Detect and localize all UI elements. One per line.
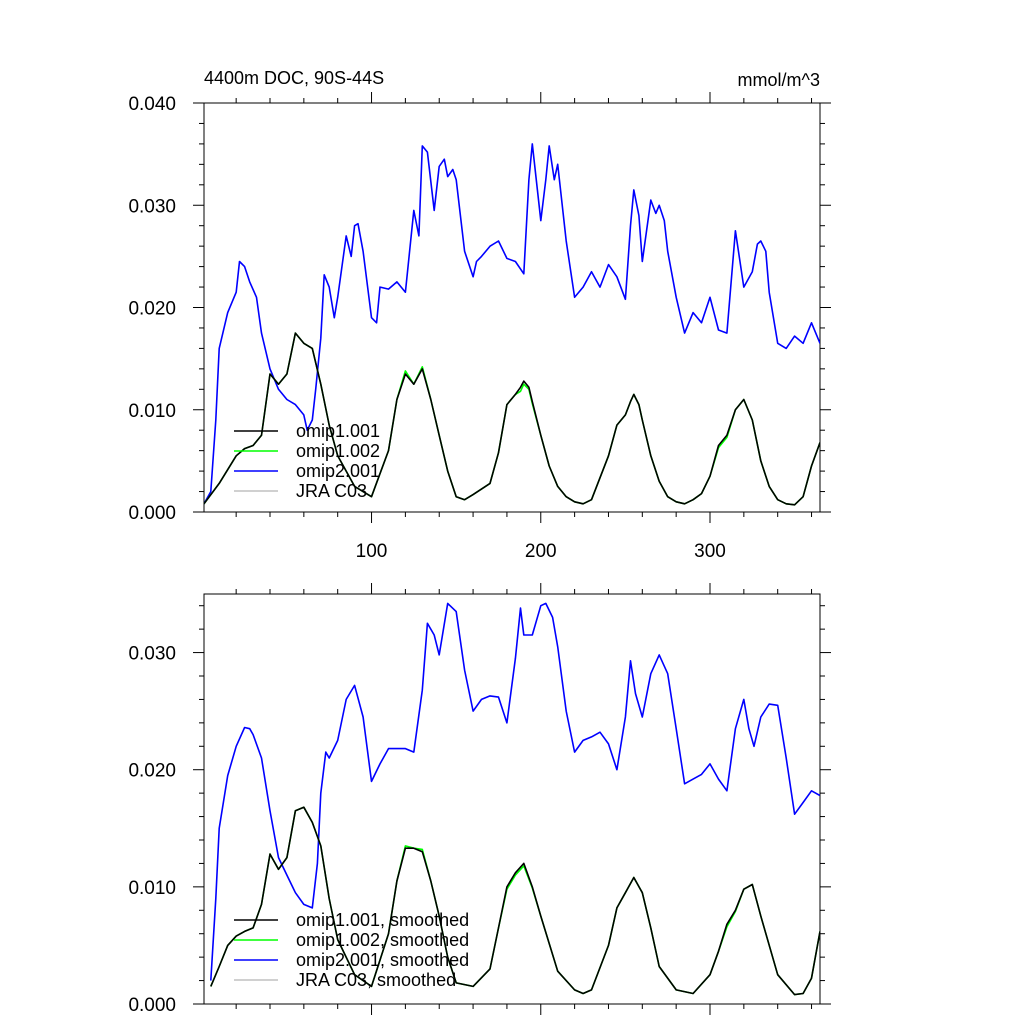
legend-label: JRA C03, smoothed	[296, 970, 456, 990]
y-tick-label: 0.040	[128, 94, 176, 115]
series-line-2	[210, 602, 820, 981]
units-label: mmol/m^3	[738, 70, 820, 90]
y-tick-label: 0.010	[128, 878, 176, 899]
top-panel: 100 200 300 0.000 0.010 0.020 0.030 0.040 4400m …	[128, 68, 831, 562]
series-line-0	[210, 806, 820, 996]
legend-label: omip1.001, smoothed	[296, 910, 469, 930]
y-tick-label: 0.020	[128, 761, 176, 782]
x-tick-label: 100	[356, 541, 388, 562]
chart-title: 4400m DOC, 90S-44S	[204, 68, 384, 88]
y-tick-label: 0.000	[128, 995, 176, 1016]
series-line-0	[204, 332, 820, 506]
legend-label: omip2.001	[296, 461, 380, 481]
x-tick-label: 200	[525, 541, 557, 562]
series-line-2	[204, 143, 820, 505]
y-tick-label: 0.020	[128, 299, 176, 320]
y-tick-label: 0.010	[128, 401, 176, 422]
y-tick-label: 0.030	[128, 644, 176, 665]
legend-label: omip2.001, smoothed	[296, 950, 469, 970]
y-tick-label: 0.030	[128, 196, 176, 217]
plot-frame	[203, 593, 821, 1005]
x-tick-label: 300	[694, 541, 726, 562]
y-tick-label: 0.000	[128, 503, 176, 524]
legend-label: JRA C03	[296, 481, 367, 501]
legend-label: omip1.002	[296, 441, 380, 461]
legend-label: omip1.002, smoothed	[296, 930, 469, 950]
legend-label: omip1.001	[296, 421, 380, 441]
